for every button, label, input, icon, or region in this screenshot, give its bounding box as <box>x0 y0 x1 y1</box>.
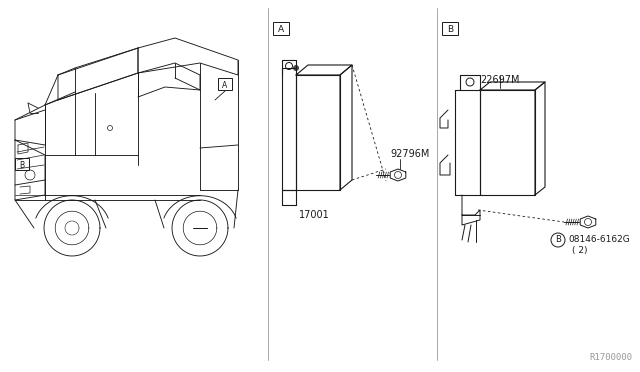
Text: 17001: 17001 <box>299 210 330 220</box>
Text: B: B <box>447 25 453 33</box>
Text: R1700000: R1700000 <box>589 353 632 362</box>
Text: 08146-6162G: 08146-6162G <box>568 235 630 244</box>
Text: B: B <box>555 235 561 244</box>
Bar <box>15 158 29 170</box>
Circle shape <box>294 65 298 71</box>
Bar <box>218 78 232 90</box>
Text: A: A <box>222 80 228 90</box>
Text: B: B <box>19 160 24 170</box>
Bar <box>273 22 289 35</box>
Text: 92796M: 92796M <box>390 149 429 159</box>
Text: 22697M: 22697M <box>480 75 520 85</box>
Bar <box>442 22 458 35</box>
Text: ( 2): ( 2) <box>572 246 588 254</box>
Text: A: A <box>278 25 284 33</box>
